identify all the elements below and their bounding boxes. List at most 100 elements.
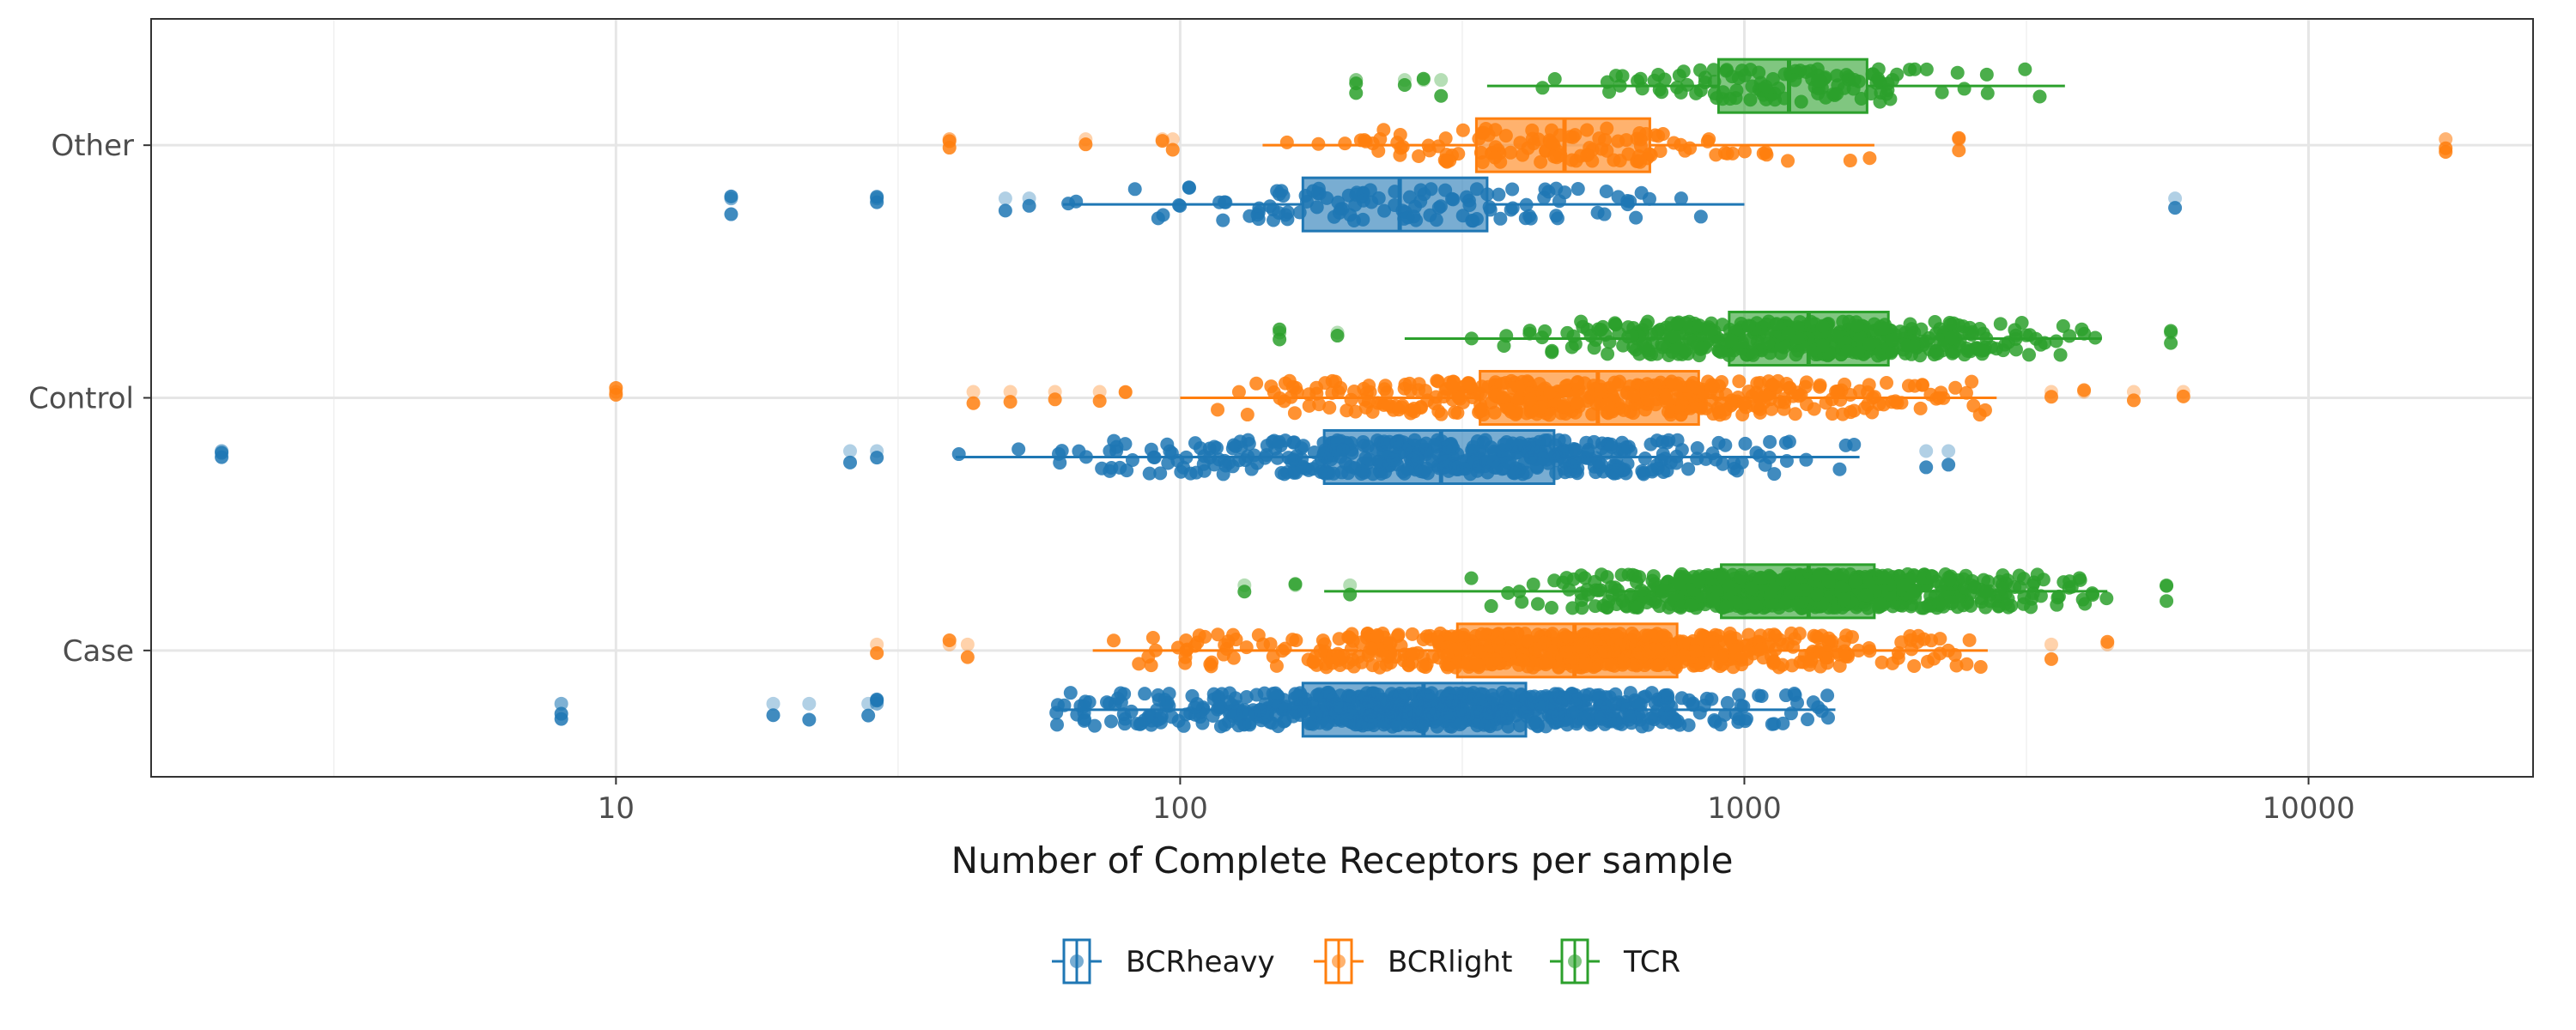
data-point xyxy=(1077,713,1091,728)
outlier-point xyxy=(215,444,229,458)
data-point xyxy=(1153,712,1168,726)
outlier-point xyxy=(1941,457,1956,472)
data-point xyxy=(1974,343,1989,358)
data-point xyxy=(1558,384,1573,398)
outlier-point xyxy=(609,385,623,399)
data-point xyxy=(1578,657,1593,671)
data-point xyxy=(1807,402,1821,416)
data-point xyxy=(2013,580,2027,595)
data-point xyxy=(1465,691,1479,706)
data-point xyxy=(1229,633,1243,647)
data-point xyxy=(1848,574,1862,589)
outlier-point xyxy=(2126,393,2141,408)
outlier-point xyxy=(215,445,229,460)
points-BCRlight-Control xyxy=(609,373,2190,422)
data-point xyxy=(1240,408,1255,422)
data-point xyxy=(1527,689,1541,704)
outlier-point xyxy=(1397,73,1412,88)
data-point xyxy=(1343,208,1358,222)
data-point xyxy=(1804,314,1819,329)
data-point xyxy=(1919,62,1934,76)
data-point xyxy=(1407,433,1422,447)
data-point xyxy=(1461,376,1475,391)
data-point xyxy=(1448,405,1462,420)
outlier-point xyxy=(1416,73,1431,88)
data-point xyxy=(1259,448,1273,463)
outlier-point xyxy=(1155,134,1170,148)
outlier-point xyxy=(2100,637,2115,651)
data-point xyxy=(1512,391,1527,405)
outlier-point xyxy=(724,207,738,221)
data-point xyxy=(1749,599,1764,614)
data-point xyxy=(1843,154,1857,168)
data-point xyxy=(1692,318,1707,333)
data-point xyxy=(1777,402,1791,416)
data-point xyxy=(1935,85,1949,100)
data-point xyxy=(1729,83,1744,98)
data-point xyxy=(1346,659,1361,674)
data-point xyxy=(1249,376,1264,391)
data-point xyxy=(1344,392,1358,407)
data-point xyxy=(1699,691,1714,706)
data-point xyxy=(1689,86,1704,100)
data-point xyxy=(1684,598,1698,613)
data-point xyxy=(1389,435,1404,450)
data-point xyxy=(1571,396,1585,410)
data-point xyxy=(1878,321,1893,336)
data-point xyxy=(1819,90,1833,105)
data-point xyxy=(1903,317,1917,331)
outlier-point xyxy=(2044,385,2058,399)
data-point xyxy=(1644,686,1659,700)
data-point xyxy=(1207,439,1222,454)
data-point xyxy=(1725,146,1740,161)
data-point xyxy=(1558,645,1573,659)
data-point xyxy=(1775,637,1789,651)
data-point xyxy=(1442,686,1456,700)
outlier-point xyxy=(2176,385,2190,399)
data-point xyxy=(1669,655,1684,670)
data-point xyxy=(1173,198,1188,213)
data-point xyxy=(1847,73,1862,88)
data-point xyxy=(1468,657,1483,672)
data-point xyxy=(1789,582,1803,597)
data-point xyxy=(1759,145,1773,160)
data-point xyxy=(1359,695,1374,710)
data-point xyxy=(1049,706,1064,720)
outlier-point xyxy=(998,203,1012,218)
data-point xyxy=(1266,203,1280,217)
data-point xyxy=(1543,385,1558,400)
outlier-point xyxy=(2160,578,2174,592)
data-point xyxy=(1473,145,1488,160)
outlier-point xyxy=(870,696,884,711)
data-point xyxy=(1633,132,1648,147)
data-point xyxy=(1197,449,1212,464)
data-point xyxy=(1920,654,1935,669)
data-point xyxy=(1778,435,1793,450)
data-point xyxy=(1942,573,1957,587)
data-point xyxy=(1594,323,1608,337)
outlier-point xyxy=(2164,336,2178,350)
data-point xyxy=(1516,653,1530,668)
data-point xyxy=(1682,332,1697,347)
data-point xyxy=(1592,690,1607,705)
data-point xyxy=(1815,338,1830,353)
data-point xyxy=(1291,689,1305,704)
outlier-point xyxy=(1343,587,1358,602)
data-point xyxy=(1445,191,1460,206)
data-point xyxy=(1832,462,1847,476)
data-point xyxy=(1501,645,1516,659)
data-point xyxy=(1753,402,1767,416)
data-point xyxy=(1072,444,1086,458)
data-point xyxy=(1107,633,1121,648)
data-point xyxy=(1615,594,1630,609)
data-point xyxy=(1306,655,1321,670)
outlier-point xyxy=(870,645,884,660)
data-point xyxy=(1735,407,1750,421)
data-point xyxy=(1054,444,1069,458)
data-point xyxy=(1502,402,1516,416)
data-point xyxy=(1851,644,1866,658)
data-point xyxy=(1321,685,1336,700)
data-point xyxy=(1652,657,1667,672)
data-point xyxy=(1512,585,1527,599)
data-point xyxy=(1392,403,1406,417)
